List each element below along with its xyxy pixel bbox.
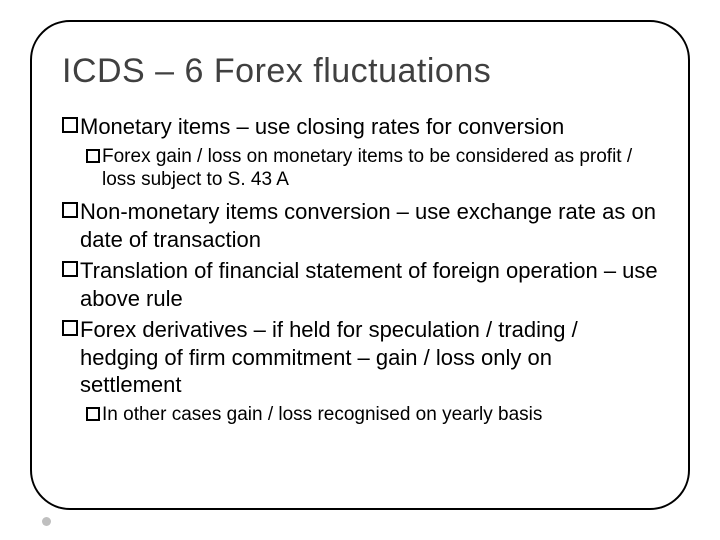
square-bullet-icon: [62, 261, 78, 277]
footer-dot-icon: [42, 517, 51, 526]
bullet-text: Monetary items – use closing rates for c…: [80, 113, 658, 141]
slide-title: ICDS – 6 Forex fluctuations: [62, 52, 658, 91]
bullet-item: Translation of financial statement of fo…: [62, 257, 658, 312]
square-bullet-icon: [62, 117, 78, 133]
bullet-item: Monetary items – use closing rates for c…: [62, 113, 658, 141]
square-bullet-icon: [62, 202, 78, 218]
bullet-text: In other cases gain / loss recognised on…: [102, 403, 658, 427]
bullet-text: Forex gain / loss on monetary items to b…: [102, 145, 658, 193]
square-bullet-icon: [62, 320, 78, 336]
bullet-text: Non-monetary items conversion – use exch…: [80, 198, 658, 253]
square-bullet-icon: [86, 149, 100, 163]
bullet-item: Non-monetary items conversion – use exch…: [62, 198, 658, 253]
bullet-text: Forex derivatives – if held for speculat…: [80, 316, 658, 399]
bullet-item: Forex derivatives – if held for speculat…: [62, 316, 658, 399]
bullet-item: In other cases gain / loss recognised on…: [86, 403, 658, 427]
bullet-text: Translation of financial statement of fo…: [80, 257, 658, 312]
bullet-item: Forex gain / loss on monetary items to b…: [86, 145, 658, 193]
slide: ICDS – 6 Forex fluctuations Monetary ite…: [0, 0, 720, 540]
square-bullet-icon: [86, 407, 100, 421]
slide-frame: ICDS – 6 Forex fluctuations Monetary ite…: [30, 20, 690, 510]
